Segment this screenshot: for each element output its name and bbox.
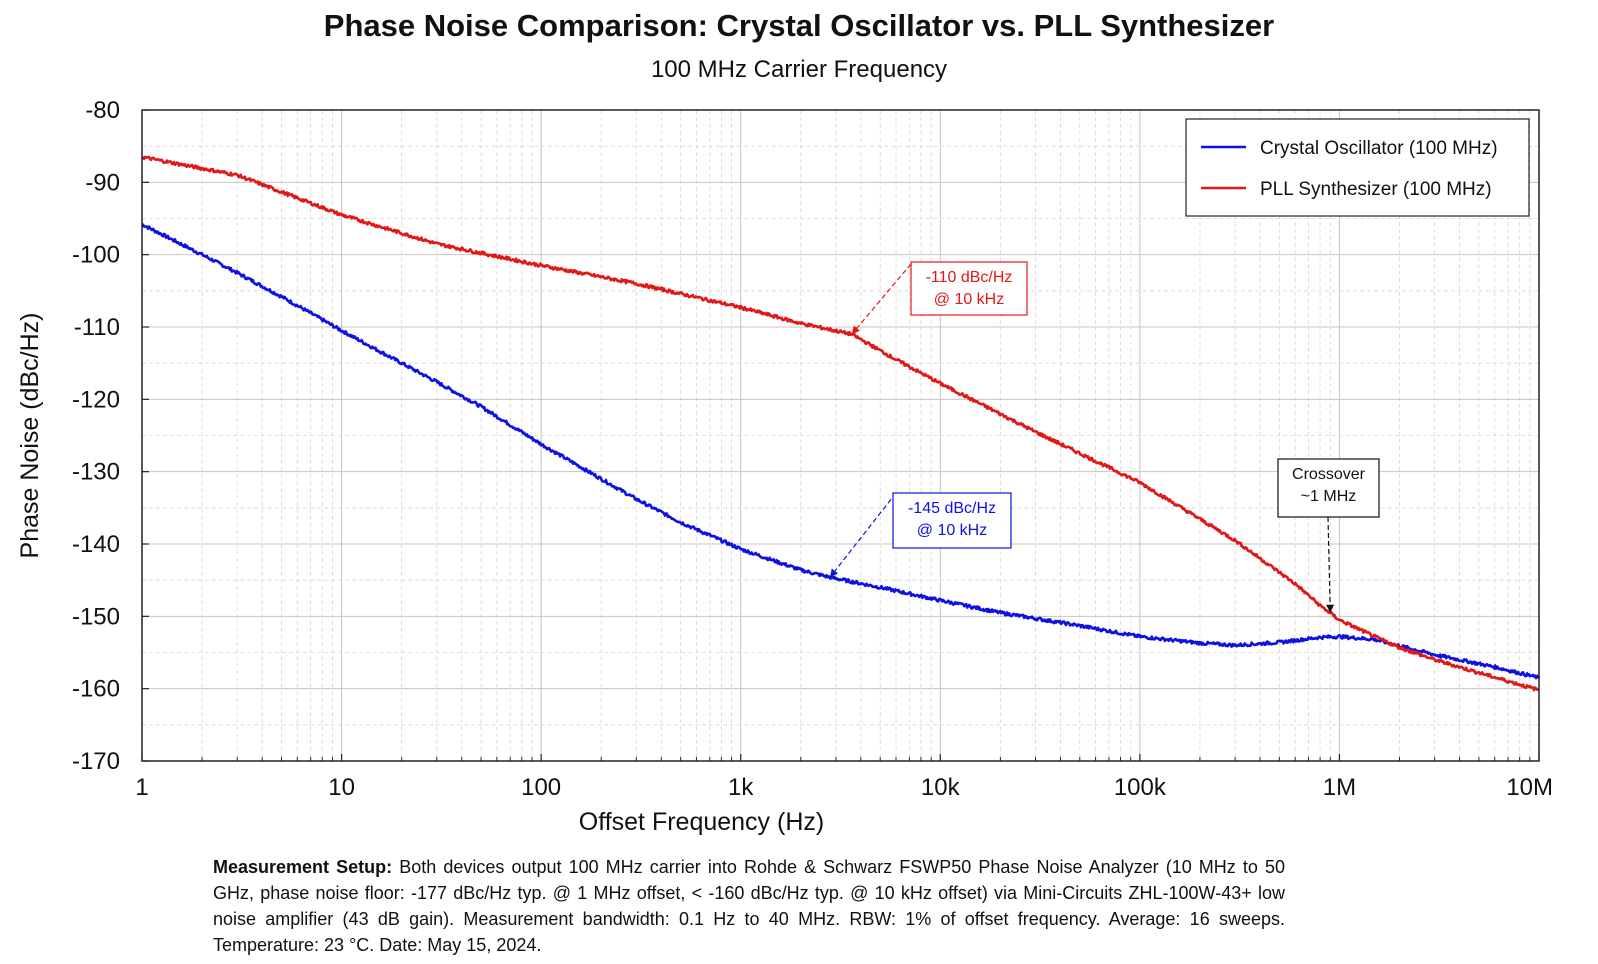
x-tick-label: 100 <box>521 774 561 801</box>
measurement-note: Measurement Setup: Both devices output 1… <box>213 854 1285 958</box>
note-text: Both devices output 100 MHz carrier into… <box>213 857 1285 955</box>
x-tick-label: 10 <box>328 774 355 801</box>
x-tick-label: 100k <box>1114 774 1167 801</box>
page-subtitle: 100 MHz Carrier Frequency <box>650 56 948 83</box>
annotation-text: -145 dBc/Hz <box>908 500 996 517</box>
annotation-arrowhead <box>829 568 839 578</box>
series-layer <box>141 155 1541 692</box>
y-tick-label: -170 <box>72 748 120 775</box>
y-tick-label: -120 <box>72 386 120 413</box>
y-tick-label: -100 <box>72 242 120 269</box>
x-axis-title: Offset Frequency (Hz) <box>579 808 824 836</box>
legend: Crystal Oscillator (100 MHz) PLL Synthesi… <box>1185 118 1530 217</box>
annotation-arrow <box>829 492 897 578</box>
y-tick-label: -90 <box>85 169 120 196</box>
x-tick-label: 1 <box>135 774 148 801</box>
y-tick-label: -150 <box>72 603 120 630</box>
annotation-arrow <box>851 263 912 335</box>
series-line-1 <box>141 155 1540 692</box>
annotation-arrowhead <box>1326 604 1335 613</box>
y-tick-label: -110 <box>74 314 120 341</box>
x-tick-label: 10M <box>1506 774 1553 801</box>
y-axis-title: Phase Noise (dBc/Hz) <box>16 313 44 559</box>
annotation-layer: -110 dBc/Hz @ 10 kHz -145 dBc/Hz @ 10 kHz Cr… <box>829 261 1380 613</box>
tick-layer: 1 10 100 1k 10k 100k 1M 10M -80 -90 -100 -110 -120 -1… <box>72 97 1553 801</box>
annotation-box <box>892 492 1012 549</box>
grid <box>141 109 1539 762</box>
annotation-text: -110 dBc/Hz <box>926 269 1013 286</box>
legend-label: Crystal Oscillator (100 MHz) <box>1260 138 1498 159</box>
annotation-text: Crossover <box>1292 466 1366 483</box>
series-line-0 <box>141 223 1541 680</box>
plot-frame <box>141 109 1540 762</box>
legend-label: PLL Synthesizer (100 MHz) <box>1260 179 1492 200</box>
annotation-box <box>910 261 1028 316</box>
legend-box <box>1185 118 1530 217</box>
y-tick-label: -160 <box>72 676 120 703</box>
x-tick-label: 1M <box>1323 774 1356 801</box>
annotation-arrowhead <box>851 325 860 335</box>
annotation-box <box>1277 458 1380 518</box>
phase-noise-chart: 1 10 100 1k 10k 100k 1M 10M -80 -90 -100 -110 -120 -1… <box>16 97 1553 836</box>
annotation-text: @ 10 kHz <box>934 291 1004 308</box>
x-tick-label: 10k <box>921 774 961 801</box>
annotation-text: ~1 MHz <box>1301 488 1357 505</box>
note-label: Measurement Setup: <box>213 857 393 877</box>
y-tick-label: -140 <box>72 531 120 558</box>
y-tick-label: -80 <box>85 97 120 124</box>
x-tick-label: 1k <box>728 774 754 801</box>
page-title: Phase Noise Comparison: Crystal Oscillat… <box>323 8 1275 43</box>
y-tick-label: -130 <box>72 459 120 486</box>
annotation-text: @ 10 kHz <box>917 522 987 539</box>
